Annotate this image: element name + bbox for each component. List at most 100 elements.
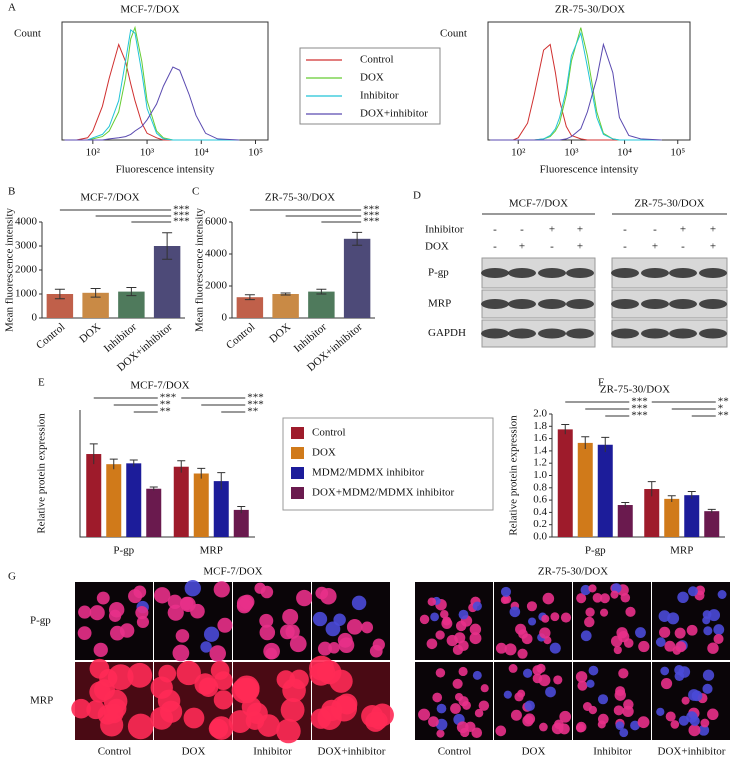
cell [276,718,301,744]
significance-label: *** [173,204,190,216]
error-bar [149,486,158,491]
cell [108,609,122,622]
x-tick-label: P-gp [585,545,606,557]
treatment-label: Inhibitor [425,224,464,236]
cell [450,703,461,714]
cell [576,721,587,733]
histogram-line [490,42,662,141]
x-tick-label: P-gp [113,545,134,557]
error-bar [647,481,656,497]
x-tick-label: MRP [200,545,223,557]
cell-line-label: ZR-75-30/DOX [538,566,608,578]
column-label: Inhibitor [253,746,292,758]
bar [664,498,680,537]
bar [126,463,142,537]
panel-label: B [8,186,15,198]
y-tick-label: 1.6 [533,432,547,444]
cell [495,642,507,654]
cell [455,620,467,632]
cell [263,642,280,660]
cell [713,633,724,645]
legend: Control DOX MDM2/MDMX inhibitor DOX+MDM2/MD… [282,417,494,511]
cell [127,713,154,740]
cell [517,648,528,659]
cell [655,637,666,647]
row-label: MRP [30,695,53,707]
error-bar [54,288,65,300]
cell [689,715,700,726]
y-tick-label: 1.8 [533,420,547,432]
cell-line-label: MCF-7/DOX [203,566,262,578]
bar [86,454,102,537]
cell [553,675,563,685]
cell [317,705,342,730]
cell [522,715,534,727]
cell [597,713,609,725]
cell [576,593,587,604]
cell [456,721,469,734]
significance-label: *** [173,210,190,222]
legend-label: DOX [360,72,384,84]
cell [154,587,171,604]
cell [691,690,703,702]
cell [78,605,92,619]
y-tick-label: 2.0 [533,408,547,420]
cell [276,670,296,689]
treatment-sign: - [520,224,524,236]
panel-label: A [8,2,16,14]
blot-band [538,328,566,339]
x-tick-label: 10⁴ [617,147,632,159]
bar [684,495,700,537]
cell [190,603,205,619]
cell [539,722,548,732]
error-bar [217,472,226,490]
y-tick-label: 0 [222,312,228,324]
x-tick-label: 10² [86,147,101,159]
treatment-sign: - [493,241,497,253]
blot-band [508,268,536,278]
treatment-sign: + [710,224,716,236]
cell [549,642,561,654]
histogram-line [64,42,240,141]
x-tick-label: Control [34,321,67,352]
cell [702,669,715,681]
cell [615,721,625,730]
blot-band [481,268,509,278]
cell [333,613,346,626]
cell [635,627,646,638]
cell [698,724,710,736]
cell [471,727,483,739]
significance-label: *** [247,399,264,411]
cell [194,673,217,695]
cell [580,584,591,596]
error-bar [621,502,630,508]
column-label: DOX+inhibitor [658,746,726,758]
cell [86,700,106,720]
bar [173,466,189,537]
cell [599,593,610,604]
cell [428,716,439,727]
y-tick-label: 0.8 [533,481,547,493]
cell [167,604,184,621]
x-tick-label: 10⁵ [248,147,263,159]
cell [677,591,689,603]
cell [474,708,484,718]
cell [213,690,233,710]
blot-band [669,299,697,309]
cell [686,624,698,636]
x-tick-label: DOX [77,321,103,346]
legend-label: DOX+MDM2/MDMX inhibitor [312,487,455,499]
significance-label: *** [631,396,648,408]
cell [674,627,686,639]
cell [670,720,680,729]
legend-swatch [291,467,304,479]
x-tick-label: Control [224,321,257,352]
cell [550,612,560,622]
cell [503,690,512,699]
cell [713,624,725,635]
y-tick-label: 4000 [15,216,38,228]
cell [514,692,524,702]
cell [458,609,469,620]
x-tick-label: 10⁵ [670,147,685,159]
error-bar [109,458,118,470]
